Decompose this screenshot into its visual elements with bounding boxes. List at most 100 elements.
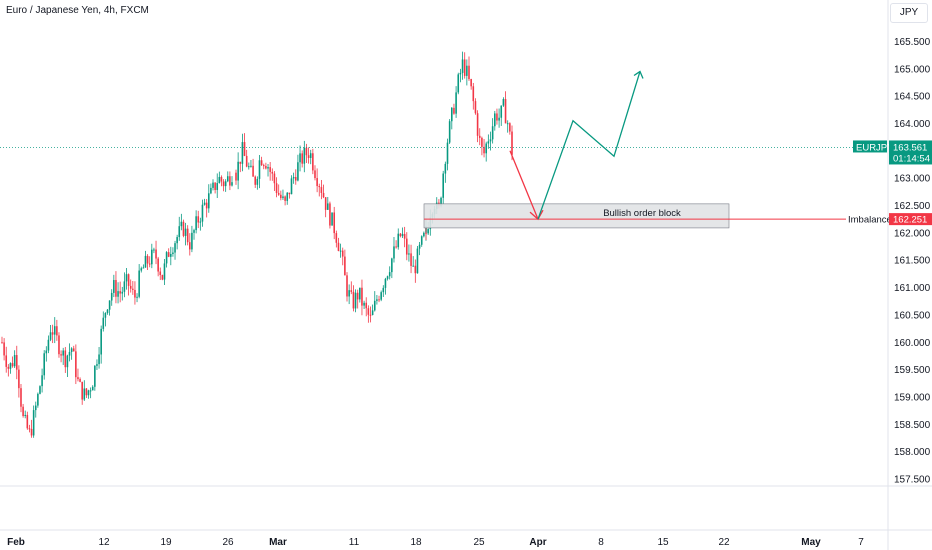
candle-body (98, 354, 100, 365)
order-block-box[interactable] (423, 203, 730, 229)
candle-body (356, 292, 359, 300)
candle-body (344, 256, 346, 276)
candle-body (43, 353, 46, 376)
candle-body (314, 170, 316, 179)
candle-body (299, 153, 301, 163)
order-block-label: Bullish order block (603, 208, 681, 219)
candle-body (22, 406, 24, 416)
candle-body (277, 192, 280, 195)
candle-body (47, 339, 50, 351)
y-tick-label: 159.000 (894, 392, 931, 403)
candle-body (222, 181, 225, 187)
candle-body (339, 250, 342, 252)
candle-body (79, 379, 81, 382)
candle-body (70, 348, 73, 352)
candle-body (416, 248, 419, 274)
candle-body (115, 280, 117, 297)
candle-body (461, 59, 464, 73)
candle-body (241, 142, 244, 164)
candle-body (58, 335, 60, 355)
candle-body (305, 147, 308, 156)
candle-body (346, 275, 348, 297)
candle-body (72, 348, 75, 352)
candle-body (254, 176, 257, 185)
candle-body (218, 176, 221, 184)
candle-body (373, 300, 376, 311)
candle-body (335, 233, 338, 243)
x-axis: Feb 12 19 26 Mar 11 18 25 Apr 8 15 22 May 7 (7, 537, 864, 548)
candle-body (45, 350, 48, 354)
candle-body (453, 107, 455, 114)
candle-body (284, 196, 286, 201)
y-tick-label: 163.000 (894, 174, 931, 185)
candle-body (113, 280, 115, 293)
candle-body (474, 101, 477, 114)
candle-body (37, 393, 39, 406)
y-tick-label: 157.500 (894, 475, 931, 486)
candle-body (216, 183, 219, 190)
projection-down-line[interactable] (509, 150, 539, 220)
candle-body (165, 252, 168, 264)
x-tick-label: 7 (858, 537, 864, 548)
candle-body (348, 290, 350, 297)
candle-body (7, 366, 10, 369)
candle-body (182, 221, 185, 236)
candle-body (66, 355, 69, 368)
candle-body (365, 302, 368, 309)
candle-body (155, 249, 157, 259)
candle-body (282, 196, 284, 199)
candle-body (322, 192, 325, 198)
candle-body (316, 178, 318, 187)
candle-body (146, 255, 149, 264)
projection-up-line[interactable] (537, 71, 641, 220)
candle-body (420, 236, 423, 245)
y-tick-label: 160.500 (894, 310, 931, 321)
candle-body (410, 253, 412, 266)
candle-body (498, 117, 500, 121)
candle-body (478, 135, 481, 138)
y-tick-label: 161.500 (894, 256, 931, 267)
candle-body (110, 292, 113, 301)
candle-body (39, 386, 41, 394)
candle-body (197, 216, 200, 223)
candle-body (376, 299, 378, 301)
x-tick-label: 18 (410, 537, 422, 548)
candle-body (382, 287, 385, 293)
candle-body (138, 270, 140, 297)
candle-body (384, 278, 387, 288)
candle-body (85, 388, 88, 396)
candle-body (157, 258, 159, 272)
candle-body (140, 268, 143, 271)
candle-body (117, 291, 119, 297)
candle-body (446, 142, 449, 164)
candle-body (53, 326, 56, 335)
candle-body (207, 193, 210, 209)
candle-body (239, 161, 242, 164)
candle-body (106, 309, 109, 313)
candle-body (494, 113, 496, 127)
candle-body (331, 212, 333, 226)
candle-body (102, 317, 105, 329)
candle-body (220, 176, 223, 182)
candle-body (201, 204, 204, 222)
candle-body (170, 253, 172, 257)
projection-up-arrowhead (633, 70, 644, 79)
candle-body (262, 165, 265, 167)
candle-body (123, 281, 126, 292)
candle-body (161, 274, 164, 280)
currency-button[interactable]: JPY (890, 3, 928, 23)
candle-body (127, 274, 130, 286)
candle-body (75, 351, 77, 378)
candle-body (271, 171, 274, 174)
y-tick-label: 165.500 (894, 37, 931, 48)
candle-body (303, 147, 306, 164)
current-price-value: 163.561 (893, 142, 927, 153)
x-tick-label: Apr (529, 537, 546, 548)
candle-body (386, 276, 389, 279)
candle-body (68, 351, 71, 356)
y-tick-label: 162.500 (894, 201, 931, 212)
candle-body (371, 310, 374, 315)
candle-body (235, 172, 237, 181)
candle-body (243, 142, 246, 156)
